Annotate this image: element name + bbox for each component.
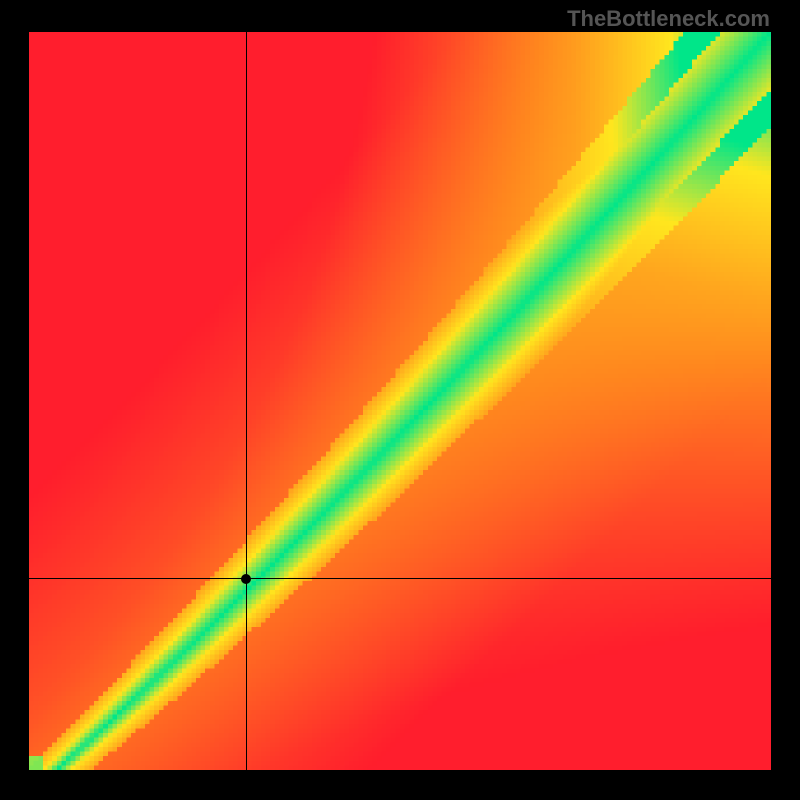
- bottleneck-heatmap: [29, 32, 771, 770]
- crosshair-horizontal: [29, 578, 771, 579]
- chart-container: TheBottleneck.com: [0, 0, 800, 800]
- crosshair-vertical: [246, 32, 247, 770]
- watermark-text: TheBottleneck.com: [567, 6, 770, 32]
